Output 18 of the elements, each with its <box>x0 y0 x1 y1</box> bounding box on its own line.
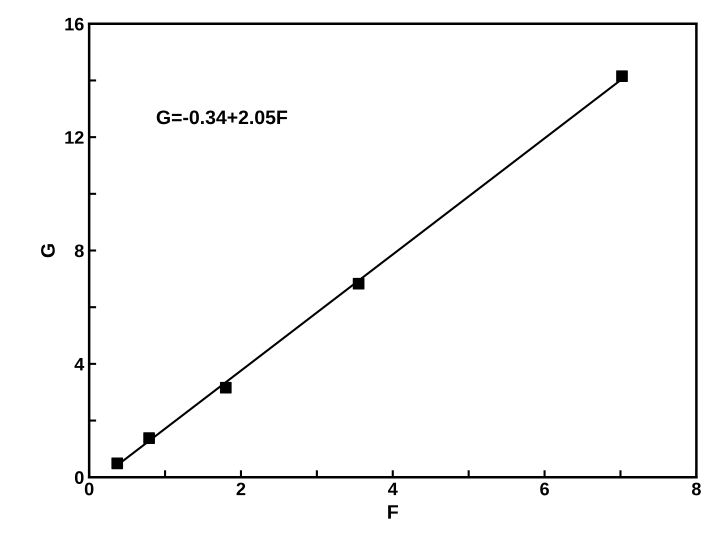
x-axis-title: F <box>388 505 398 519</box>
x-tick-label: 4 <box>388 482 398 496</box>
y-tick-label: 0 <box>74 471 84 484</box>
x-tick-label: 8 <box>692 482 701 496</box>
y-tick-label: 8 <box>74 244 84 258</box>
point <box>220 382 232 394</box>
x-tick-label: 6 <box>540 482 549 496</box>
y-tick-label: 12 <box>65 131 84 144</box>
annotation: G=-0.34+2.05F <box>156 110 288 124</box>
x-tick-label: 0 <box>84 482 94 496</box>
y-axis-title: G <box>41 244 55 258</box>
y-tick-label: 16 <box>65 18 84 30</box>
point <box>352 278 364 290</box>
x-tick-label: 2 <box>236 482 246 496</box>
y-tick-label: 4 <box>74 358 84 370</box>
point <box>616 70 628 82</box>
point <box>111 458 124 470</box>
point <box>143 432 155 444</box>
